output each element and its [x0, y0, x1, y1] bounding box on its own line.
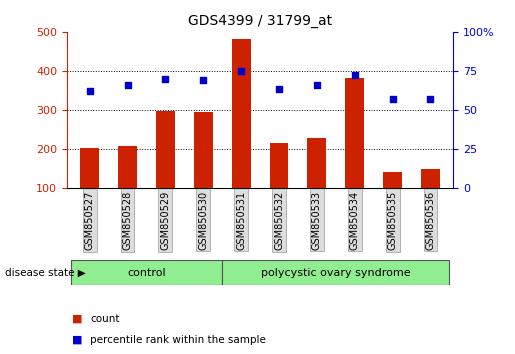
Point [388, 96, 397, 102]
Text: ■: ■ [72, 314, 82, 324]
Point [275, 87, 283, 92]
Point [237, 68, 245, 74]
Text: count: count [90, 314, 119, 324]
Bar [421, 169, 440, 227]
Bar [307, 138, 327, 227]
Bar [383, 172, 402, 227]
Title: GDS4399 / 31799_at: GDS4399 / 31799_at [188, 14, 332, 28]
Text: control: control [127, 268, 166, 278]
Text: percentile rank within the sample: percentile rank within the sample [90, 335, 266, 345]
Bar [232, 39, 251, 227]
Bar [345, 78, 364, 227]
Bar [71, 260, 222, 285]
Text: ■: ■ [72, 335, 82, 345]
Bar [222, 260, 450, 285]
Point [124, 82, 132, 88]
Bar [269, 143, 288, 227]
Point [313, 82, 321, 88]
Point [161, 76, 169, 81]
Point [199, 77, 208, 83]
Point [426, 96, 435, 102]
Point [85, 88, 94, 94]
Text: polycystic ovary syndrome: polycystic ovary syndrome [261, 268, 410, 278]
Bar [194, 112, 213, 227]
Bar [118, 146, 137, 227]
Point [351, 73, 359, 78]
Bar [80, 148, 99, 227]
Text: disease state ▶: disease state ▶ [5, 268, 86, 278]
Bar [156, 110, 175, 227]
